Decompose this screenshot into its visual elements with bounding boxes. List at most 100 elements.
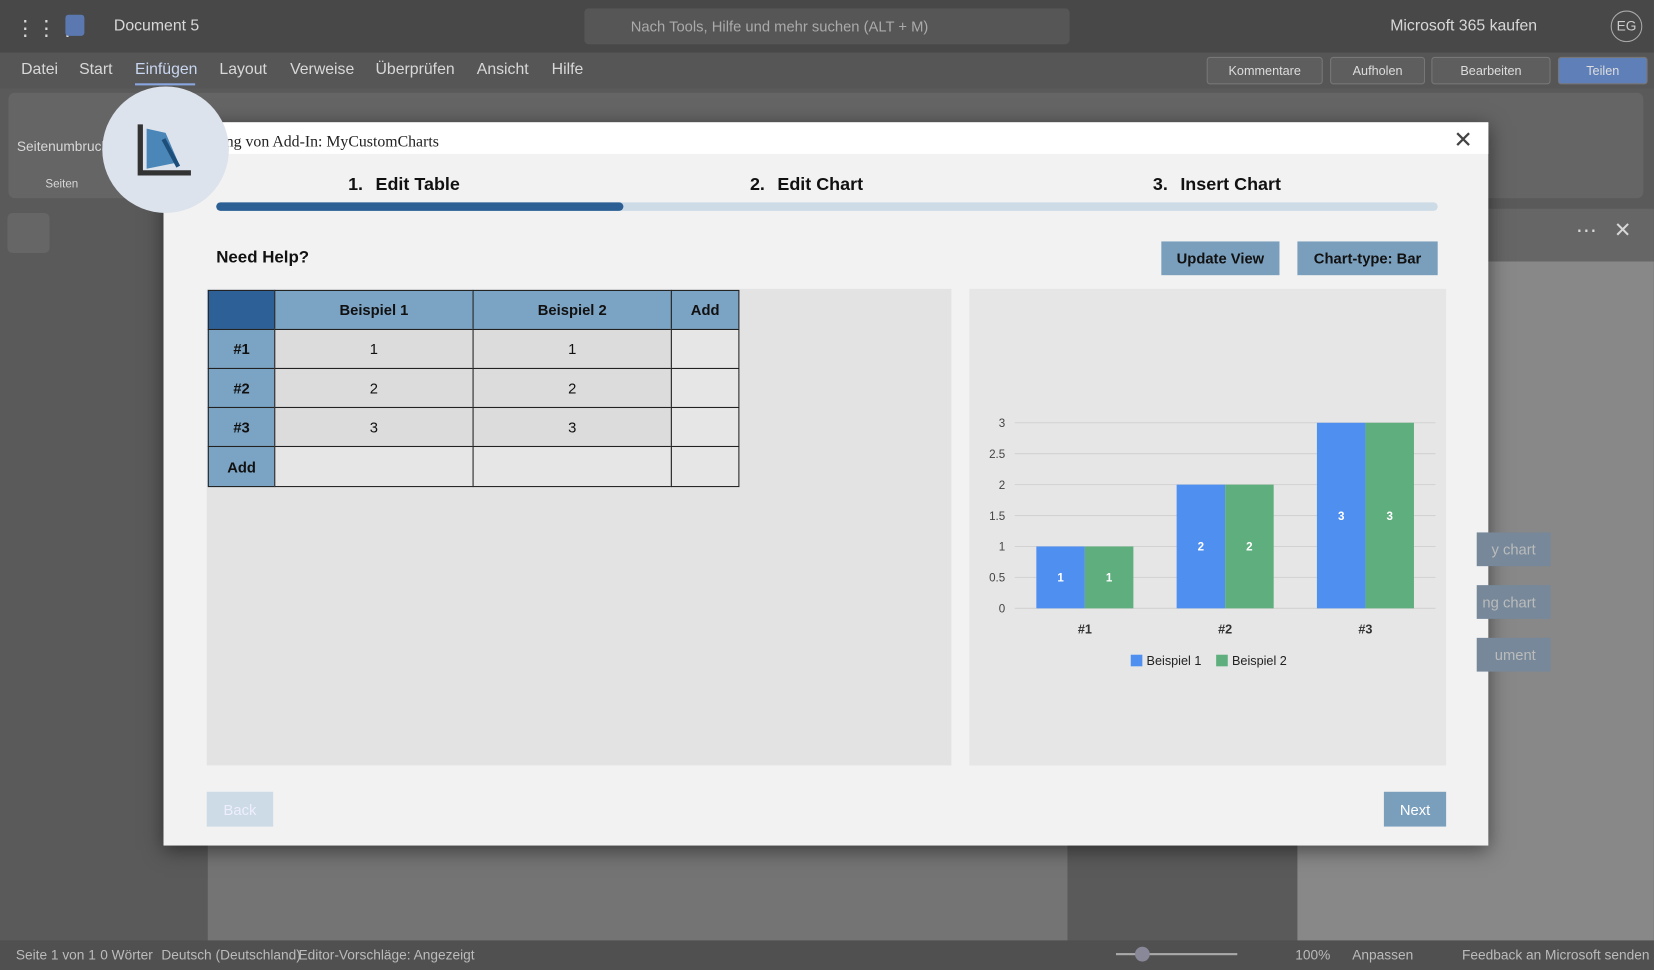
step-label: Edit Table <box>375 173 460 194</box>
column-header[interactable]: Beispiel 1 <box>274 289 474 330</box>
add-row[interactable]: Add <box>207 445 276 488</box>
menu-item[interactable]: Hilfe <box>551 60 584 79</box>
row-header[interactable]: #1 <box>207 328 276 370</box>
menu-item[interactable]: Überprüfen <box>375 60 455 79</box>
menu-item[interactable]: Layout <box>219 60 267 79</box>
status-feedback[interactable]: Feedback an Microsoft senden <box>1461 946 1650 963</box>
chart-type-button[interactable]: Chart-type: Bar <box>1297 241 1438 276</box>
empty-cell[interactable] <box>670 367 740 409</box>
pane-more[interactable]: ⋯ <box>1575 219 1597 243</box>
search-box[interactable] <box>584 8 1070 45</box>
menu-item[interactable]: Einfügen <box>135 60 198 79</box>
step-label: Edit Chart <box>777 173 864 194</box>
data-label: 2 <box>1246 541 1252 554</box>
y-tick-label: 2 <box>999 479 1005 492</box>
action-button[interactable]: Kommentare <box>1206 56 1323 85</box>
help-link[interactable]: Need Help? <box>216 248 310 267</box>
menu-item[interactable]: Datei <box>21 60 59 79</box>
menu-item[interactable]: Verweise <box>290 60 355 79</box>
x-tick-label: #1 <box>1078 623 1092 637</box>
row-header[interactable]: #3 <box>207 406 276 448</box>
search-placeholder: Nach Tools, Hilfe und mehr suchen (ALT +… <box>630 17 929 35</box>
y-tick-label: 0.5 <box>989 572 1005 585</box>
action-button[interactable]: Bearbeiten <box>1431 56 1551 85</box>
avatar[interactable]: EG <box>1610 10 1643 43</box>
table-cell[interactable]: 2 <box>472 367 672 409</box>
doc-title[interactable]: Document 5 <box>113 16 200 35</box>
menu-item[interactable]: Start <box>79 60 113 79</box>
x-tick-label: #2 <box>1218 623 1232 637</box>
status-fit[interactable]: Anpassen <box>1352 946 1414 963</box>
row-header[interactable]: #2 <box>207 367 276 409</box>
word-icon <box>65 14 85 36</box>
legend-swatch <box>1130 654 1143 667</box>
table-cell[interactable]: 3 <box>274 406 474 448</box>
bar <box>1176 484 1226 609</box>
bar <box>1036 546 1085 609</box>
corner-cell <box>207 289 276 330</box>
data-label: 2 <box>1198 541 1204 554</box>
bar <box>1225 484 1274 609</box>
progress-track <box>216 202 1438 211</box>
progress-fill <box>216 202 624 211</box>
data-label: 3 <box>1386 510 1393 523</box>
bar <box>1084 546 1134 609</box>
status-lang[interactable]: Deutsch (Deutschland) <box>161 946 301 963</box>
table-cell[interactable]: 1 <box>274 328 474 370</box>
step-number: 2. <box>749 173 765 194</box>
table-cell[interactable]: 1 <box>472 328 672 370</box>
legend-swatch <box>1216 654 1228 667</box>
empty-cell[interactable] <box>670 406 740 448</box>
logo-icon <box>137 124 191 176</box>
empty-cell[interactable] <box>472 445 672 488</box>
data-label: 3 <box>1338 510 1345 523</box>
y-tick-label: 1 <box>999 541 1005 554</box>
data-label: 1 <box>1057 572 1064 585</box>
menu-item[interactable]: Ansicht <box>476 60 529 79</box>
status-page: Seite 1 von 1 <box>15 946 96 963</box>
empty-cell[interactable] <box>670 445 740 488</box>
y-tick-label: 0 <box>999 603 1005 616</box>
y-tick-label: 1.5 <box>989 510 1005 523</box>
bar <box>1316 422 1366 609</box>
status-editor[interactable]: Editor-Vorschläge: Angezeigt <box>298 946 475 963</box>
side-button[interactable]: ument <box>1476 637 1551 672</box>
pane-close[interactable]: ✕ <box>1613 219 1632 243</box>
step-label: Insert Chart <box>1180 173 1281 194</box>
buy-link[interactable]: Microsoft 365 kaufen <box>1390 16 1538 35</box>
legend-label: Beispiel 1 <box>1147 654 1202 668</box>
dialog-close[interactable]: ✕ <box>1453 126 1473 153</box>
y-tick-label: 3 <box>999 417 1005 430</box>
x-tick-label: #3 <box>1358 623 1372 637</box>
step-number: 1. <box>348 173 364 194</box>
status-bar <box>0 940 1654 970</box>
add-column[interactable]: Add <box>670 289 740 330</box>
back-button[interactable]: Back <box>206 791 274 827</box>
update-button[interactable]: Update View <box>1161 241 1280 276</box>
side-button[interactable]: ng chart <box>1476 585 1551 619</box>
empty-cell[interactable] <box>670 328 740 370</box>
bar <box>1365 422 1414 609</box>
data-label: 1 <box>1106 572 1113 585</box>
y-tick-label: 2.5 <box>989 448 1005 461</box>
nav-button[interactable] <box>7 212 50 254</box>
apps-icon[interactable]: ⋮⋮⋮ <box>14 16 79 41</box>
zoom-thumb[interactable] <box>1134 946 1150 962</box>
column-header[interactable]: Beispiel 2 <box>472 289 672 330</box>
table-cell[interactable]: 3 <box>472 406 672 448</box>
next-button[interactable]: Next <box>1383 791 1447 827</box>
side-button[interactable]: y chart <box>1476 532 1551 567</box>
menu-underline <box>135 83 196 86</box>
action-button[interactable]: Teilen <box>1557 56 1648 85</box>
legend-label: Beispiel 2 <box>1232 654 1287 668</box>
empty-cell[interactable] <box>274 445 474 488</box>
zoom-slider[interactable] <box>1115 953 1238 956</box>
table-cell[interactable]: 2 <box>274 367 474 409</box>
ribbon-item[interactable]: Seitenumbruch <box>16 138 110 154</box>
action-button[interactable]: Aufholen <box>1330 56 1426 85</box>
dialog-title: ng von Add-In: MyCustomCharts <box>225 133 439 151</box>
addin-logo <box>102 86 229 213</box>
dialog-titlebar <box>163 122 1489 154</box>
